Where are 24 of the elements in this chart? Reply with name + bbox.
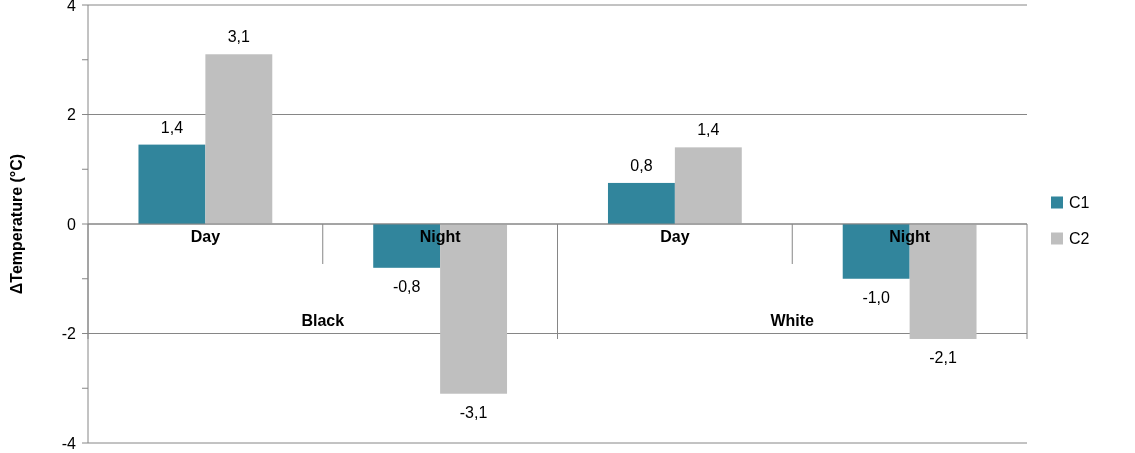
- x-tick-label: Day: [190, 228, 221, 245]
- y-tick-label: 4: [67, 0, 77, 14]
- y-tick-label: 2: [67, 106, 77, 124]
- data-label: -0,8: [392, 277, 421, 295]
- data-label: 0,8: [630, 156, 653, 174]
- bar: [674, 147, 742, 224]
- legend-label: C1: [1069, 194, 1090, 212]
- data-label: -2,1: [929, 348, 957, 366]
- data-label: 1,4: [697, 121, 720, 139]
- y-axis-title: ΔTemperature (°C): [8, 153, 25, 295]
- y-tick-label: -2: [61, 325, 77, 343]
- data-label: 3,1: [227, 28, 251, 46]
- bar: [607, 182, 675, 224]
- annotation: Black: [301, 312, 345, 329]
- data-label: 1,4: [160, 118, 184, 136]
- annotation: White: [770, 312, 815, 329]
- data-label: -1,0: [862, 288, 891, 306]
- legend-label: C2: [1069, 230, 1090, 248]
- bar: [138, 144, 206, 224]
- x-tick-label: Day: [660, 228, 690, 245]
- bar: [205, 54, 273, 224]
- data-label: -3,1: [459, 403, 488, 421]
- y-tick-label: -4: [61, 434, 77, 452]
- y-tick-label: 0: [67, 215, 77, 233]
